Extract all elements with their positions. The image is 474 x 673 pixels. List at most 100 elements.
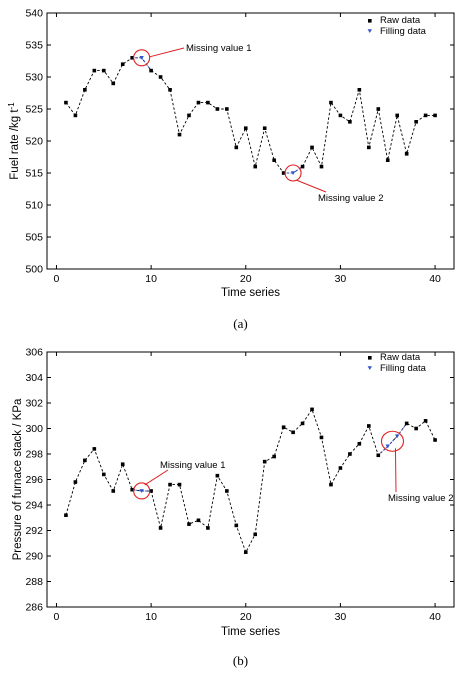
chart-b-annotation-label: Missing value 2 xyxy=(388,493,453,504)
chart-a-annotation-leader xyxy=(295,179,327,193)
chart-b-raw-point xyxy=(272,454,276,459)
chart-a-raw-point xyxy=(225,107,229,111)
chart-b-fill-point xyxy=(385,444,390,449)
chart-a-raw-point xyxy=(215,107,220,111)
chart-a-x-tick-label: 0 xyxy=(54,273,60,285)
chart-b-raw-point xyxy=(73,480,78,484)
chart-b-raw-point xyxy=(404,421,409,426)
chart-a-annotation-circle xyxy=(133,49,151,67)
chart-b-fill-segment xyxy=(396,423,408,437)
chart-b-panel-label: (b) xyxy=(233,653,248,668)
chart-a-y-tick-label: 535 xyxy=(25,40,43,52)
chart-b-raw-point xyxy=(338,466,343,470)
chart-a-raw-point xyxy=(376,107,381,111)
chart-b-raw-point xyxy=(177,482,182,487)
chart-a-raw-point xyxy=(253,164,258,169)
chart-b-raw-point xyxy=(196,518,201,523)
chart-a-y-tick-label: 525 xyxy=(25,104,43,116)
chart-a-annotation-circle xyxy=(284,164,302,182)
chart-b-raw-point xyxy=(215,473,220,478)
chart-b-raw-point xyxy=(64,513,68,517)
chart-b-raw-point xyxy=(310,407,314,412)
chart-b-x-axis-label: Time series xyxy=(221,626,280,638)
chart-a-raw-point xyxy=(120,62,125,66)
chart-b-raw-point xyxy=(423,419,428,423)
chart-b-raw-point xyxy=(83,458,87,463)
chart-a-x-tick-label: 40 xyxy=(429,273,441,285)
chart-a-raw-point xyxy=(243,126,248,130)
chart-a-raw-point xyxy=(329,100,333,105)
chart-b-annotation-leader xyxy=(394,448,397,493)
chart-b-raw-point xyxy=(433,438,437,442)
chart-b-x-tick-label: 0 xyxy=(54,611,60,623)
chart-b-annotation-leader xyxy=(144,469,169,486)
chart-a-raw-point xyxy=(206,100,210,105)
chart-b-y-tick-label: 302 xyxy=(25,398,43,410)
chart-a-raw-point xyxy=(395,113,400,118)
chart-b-y-tick-label: 300 xyxy=(25,423,43,435)
chart-a-panel-label: (a) xyxy=(233,316,247,331)
chart-a-raw-point xyxy=(404,152,409,156)
chart-b-raw-point xyxy=(319,435,324,440)
chart-a-raw-point xyxy=(64,100,68,105)
chart-a-raw-point xyxy=(92,68,97,73)
chart-a-raw-point xyxy=(281,171,286,175)
chart-b-raw-point xyxy=(253,532,258,537)
chart-a-raw-point xyxy=(130,56,134,60)
chart-a-y-axis-label: Fuel rate /kg t-1 xyxy=(7,102,21,180)
chart-a-raw-point xyxy=(414,120,418,124)
chart-b-raw-point xyxy=(376,453,381,458)
chart-b-fill-segment xyxy=(387,435,398,447)
chart-a-y-tick-label: 530 xyxy=(25,72,43,84)
chart-a-fill-point xyxy=(139,56,144,60)
chart-b-raw-point xyxy=(357,442,362,446)
chart-a: 0 10 20 30 40 500 505 510 515 520 525 530 535 540 Time… xyxy=(7,8,455,331)
chart-a-x-tick-label: 10 xyxy=(145,273,157,285)
chart-a-y-axis-label-sup: -1 xyxy=(7,102,16,110)
chart-b-y-tick-label: 294 xyxy=(25,500,43,512)
chart-b-y-tick-label: 286 xyxy=(25,602,43,614)
chart-a-raw-point xyxy=(423,113,428,118)
chart-b-raw-point xyxy=(120,462,125,466)
chart-b-raw-point xyxy=(414,426,418,431)
chart-b-raw-point xyxy=(101,472,106,477)
chart-b-fill-point xyxy=(395,434,400,439)
chart-a-raw-point xyxy=(177,132,182,137)
chart-b-raw-point xyxy=(206,526,210,530)
chart-a-x-axis-label: Time series xyxy=(221,287,280,299)
chart-b-y-tick-label: 288 xyxy=(25,576,43,588)
chart-a-raw-point xyxy=(111,81,116,86)
chart-b-fill-segment xyxy=(377,445,389,456)
chart-b-x-tick-label: 10 xyxy=(145,611,157,623)
chart-b-y-tick-label: 306 xyxy=(25,347,43,359)
chart-b-raw-point xyxy=(187,522,191,526)
chart-a-legend-raw-marker xyxy=(368,19,372,23)
chart-a-y-tick-label: 510 xyxy=(25,200,43,212)
chart-b-x-tick-label: 20 xyxy=(240,611,252,623)
chart-b-raw-point xyxy=(300,421,305,426)
chart-a-annotation-label: Missing value 1 xyxy=(186,43,251,54)
chart-b-y-axis-label: Pressure of furnace stack / KPa xyxy=(12,398,24,560)
chart-b-annotation-circle xyxy=(380,430,405,452)
chart-b-legend-raw-label: Raw data xyxy=(380,352,421,363)
chart-a-y-tick-label: 520 xyxy=(25,136,43,148)
chart-a-raw-point xyxy=(196,100,201,105)
chart-b-legend-fill-marker xyxy=(367,366,372,370)
chart-b-raw-point xyxy=(348,452,352,456)
chart-a-raw-point xyxy=(338,113,343,118)
chart-b-y-tick-label: 290 xyxy=(25,551,43,563)
chart-b-annotation-label: Missing value 1 xyxy=(160,460,225,471)
chart-b-raw-point xyxy=(111,489,116,493)
chart-a-series-line xyxy=(65,57,436,174)
chart-a-legend-raw-label: Raw data xyxy=(380,15,421,26)
chart-b-raw-point xyxy=(291,430,295,435)
chart-a-raw-point xyxy=(234,145,239,150)
chart-b-raw-point xyxy=(281,425,286,430)
chart-a-raw-point xyxy=(158,75,163,79)
chart-a-raw-point xyxy=(348,120,352,124)
chart-a-legend-fill-marker xyxy=(367,29,372,33)
chart-b-annotation-circle xyxy=(133,482,151,500)
chart-a-raw-point xyxy=(168,88,172,92)
chart-b-x-tick-label: 30 xyxy=(335,611,347,623)
chart-b-series-line xyxy=(65,408,436,554)
